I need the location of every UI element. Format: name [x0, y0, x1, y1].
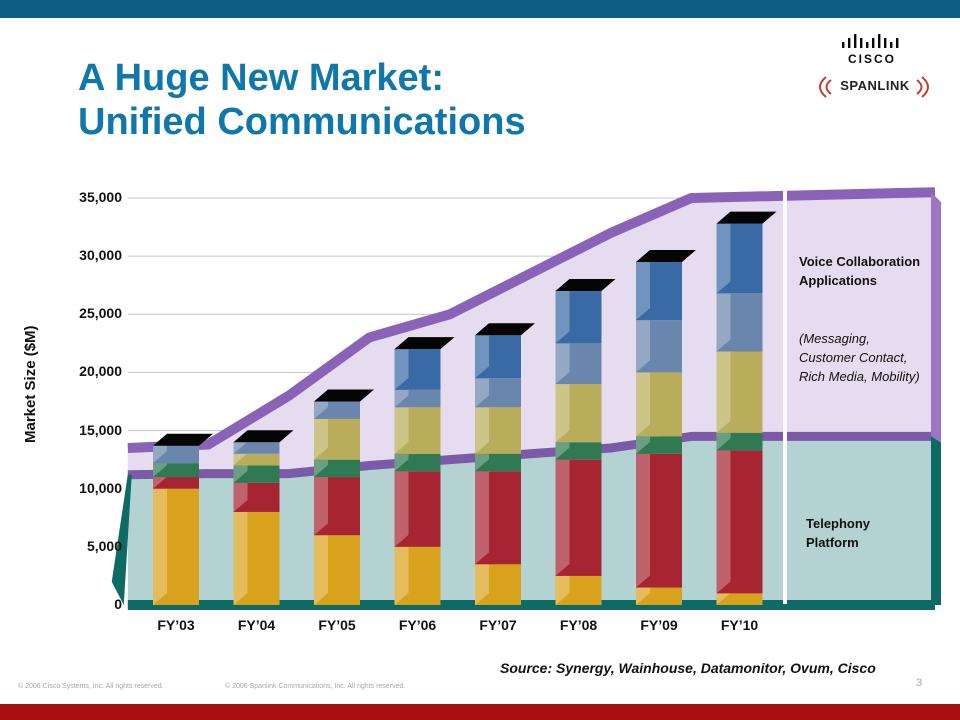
- bar-segment-side: [475, 395, 489, 454]
- y-tick-label: 30,000: [79, 247, 122, 264]
- bar-segment-side: [716, 281, 731, 352]
- telephony-band-label: Telephony Platform: [806, 516, 871, 550]
- bar-segment-side: [555, 447, 570, 576]
- x-tick-label: FY’05: [318, 617, 356, 633]
- voice-band-top-edge: [127, 187, 936, 453]
- bar-segment-side: [314, 465, 328, 536]
- bar-segment-side: [636, 308, 650, 373]
- bar-segment-side: [475, 552, 489, 605]
- spanlink-logo-text: SPANLINK: [840, 78, 910, 93]
- bar-segment-side: [716, 211, 731, 294]
- x-tick-label: FY’04: [237, 617, 276, 633]
- x-tick-label: FY’06: [398, 617, 437, 633]
- bar-segment-side: [314, 406, 328, 460]
- bar-segment-side: [555, 331, 570, 385]
- bar-segment-side: [475, 459, 489, 565]
- bar-top-cap: [716, 211, 777, 224]
- y-tick-label: 0: [114, 596, 122, 612]
- bar-top-cap: [555, 279, 616, 292]
- cisco-copyright: © 2006 Cisco Systems, Inc. All rights re…: [18, 683, 164, 690]
- spanlink-copyright: © 2006 Spanlink Communications, Inc. All…: [225, 683, 406, 690]
- bar-segment-side: [394, 459, 409, 547]
- bar-segment-side: [555, 279, 570, 344]
- voice-band-label: Voice Collaboration Applications: [799, 254, 921, 288]
- x-tick-label: FY’08: [559, 617, 598, 633]
- bar-top-cap: [394, 337, 455, 350]
- bar-segment-side: [636, 249, 650, 321]
- top-accent-bar: [0, 0, 960, 18]
- bar-segment-side: [394, 337, 409, 390]
- page-number: 3: [916, 677, 923, 689]
- bar-segment-side: [314, 523, 328, 605]
- slide-title: A Huge New Market: Unified Communication…: [78, 56, 526, 144]
- bar-segment-side: [636, 360, 650, 437]
- spanlink-logo-icon: [819, 76, 929, 98]
- x-tick-label: FY’07: [479, 617, 517, 633]
- y-axis-label: Market Size ($M): [22, 325, 39, 443]
- y-tick-label: 20,000: [79, 363, 122, 380]
- source-note: Source: Synergy, Wainhouse, Datamonitor,…: [500, 660, 876, 676]
- cisco-logo-text: CISCO: [847, 52, 896, 66]
- bar-segment: [153, 477, 199, 489]
- y-tick-label: 25,000: [79, 305, 122, 322]
- bar-segment-side: [475, 323, 489, 379]
- y-tick-label: 10,000: [79, 479, 122, 496]
- telephony-band-right-edge: [931, 436, 941, 605]
- bar-top-cap: [475, 323, 535, 336]
- bar-segment-side: [716, 339, 731, 433]
- y-tick-label: 35,000: [79, 189, 122, 205]
- x-tick-label: FY’10: [720, 617, 759, 633]
- bar-segment-side: [233, 499, 248, 605]
- voice-band-note: (Messaging, Customer Contact, Rich Media…: [799, 331, 920, 384]
- bar-segment: [716, 593, 763, 605]
- bottom-accent-bar: [0, 704, 960, 720]
- bar-segment-side: [636, 441, 650, 588]
- title-line-1: A Huge New Market:: [78, 57, 444, 99]
- cisco-logo-icon: [842, 34, 899, 48]
- x-tick-label: FY’09: [640, 617, 678, 633]
- bar-top-cap: [233, 430, 294, 443]
- bar-top-cap: [153, 433, 213, 446]
- bar-segment-side: [394, 395, 409, 454]
- bar-top-cap: [636, 249, 696, 262]
- bar-segment: [233, 453, 280, 466]
- bar-segment-side: [394, 534, 409, 605]
- y-tick-label: 5,000: [86, 537, 122, 554]
- bar-segment-side: [716, 438, 731, 594]
- bar-segment-side: [153, 476, 167, 605]
- x-tick-label: FY’03: [157, 617, 195, 633]
- voice-band-right-edge: [931, 192, 941, 443]
- bar-segment-side: [555, 372, 570, 443]
- bar-segment: [233, 442, 280, 454]
- y-tick-label: 15,000: [79, 421, 122, 438]
- telephony-left-edge: [111, 474, 132, 605]
- title-line-2: Unified Communications: [78, 101, 526, 143]
- bar-top-cap: [314, 389, 374, 402]
- forecast-divider: [783, 180, 787, 604]
